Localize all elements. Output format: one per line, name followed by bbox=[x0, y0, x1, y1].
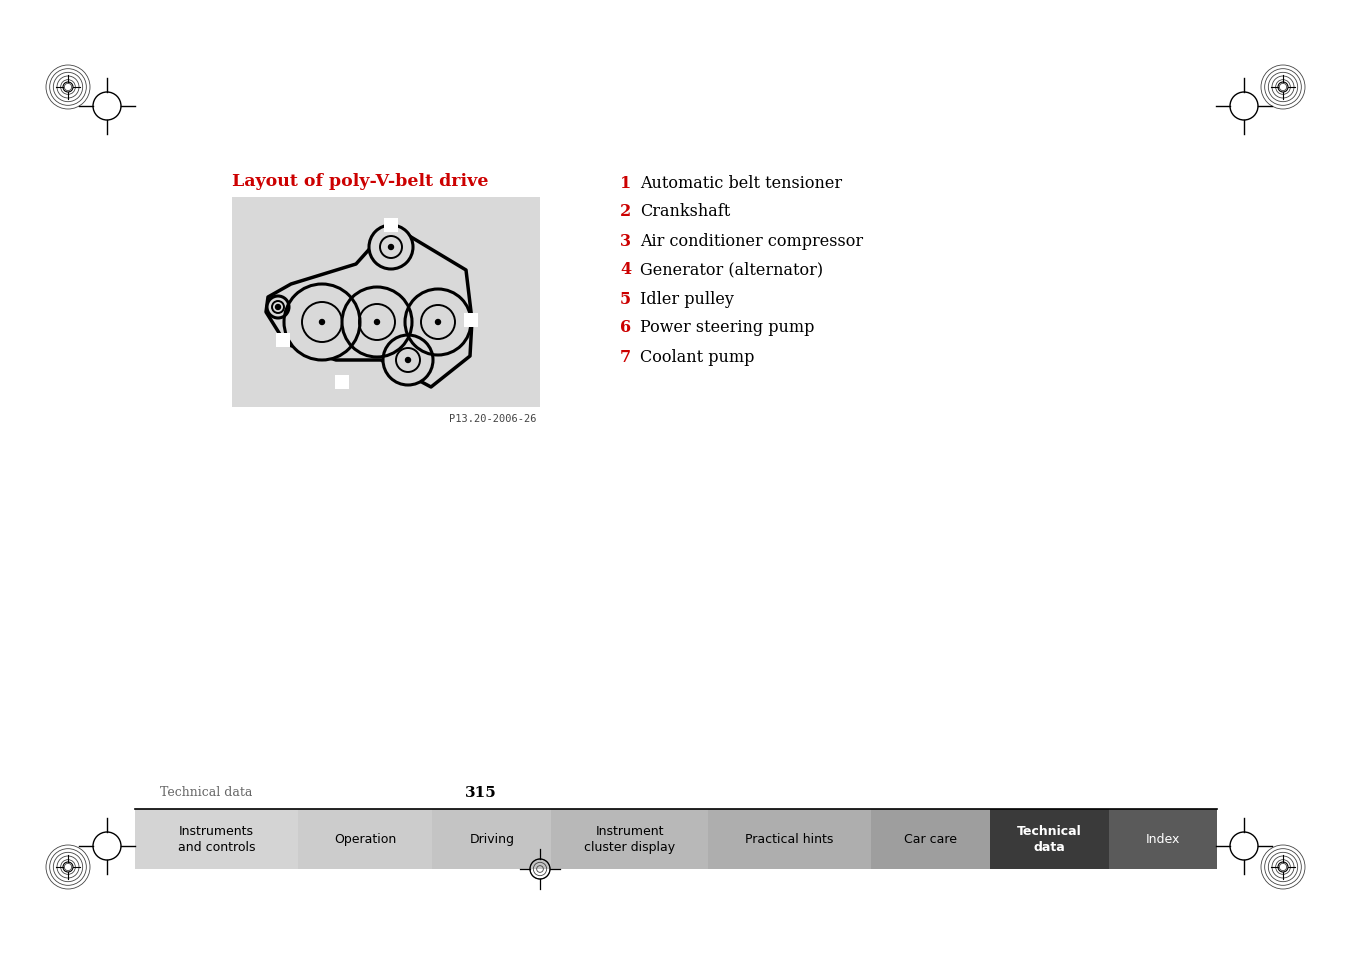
Text: 7: 7 bbox=[620, 348, 631, 365]
Text: Technical data: Technical data bbox=[159, 785, 253, 799]
Text: 3: 3 bbox=[620, 233, 631, 250]
Text: Idler pulley: Idler pulley bbox=[640, 291, 734, 307]
Text: Technical
data: Technical data bbox=[1017, 824, 1082, 854]
Text: Generator (alternator): Generator (alternator) bbox=[640, 261, 823, 278]
Text: Operation: Operation bbox=[334, 833, 396, 845]
Text: Air conditioner compressor: Air conditioner compressor bbox=[640, 233, 863, 250]
Text: Car care: Car care bbox=[904, 833, 957, 845]
Circle shape bbox=[374, 320, 380, 325]
Bar bbox=[1109, 809, 1217, 869]
Text: Layout of poly-V-belt drive: Layout of poly-V-belt drive bbox=[232, 172, 489, 190]
Text: 6: 6 bbox=[620, 319, 631, 336]
Circle shape bbox=[276, 305, 281, 310]
Bar bbox=[708, 809, 871, 869]
Text: Crankshaft: Crankshaft bbox=[640, 203, 731, 220]
Circle shape bbox=[267, 296, 289, 318]
Text: Instrument
cluster display: Instrument cluster display bbox=[584, 824, 676, 854]
Text: Coolant pump: Coolant pump bbox=[640, 348, 754, 365]
Text: Power steering pump: Power steering pump bbox=[640, 319, 815, 336]
Text: 4: 4 bbox=[620, 261, 631, 278]
Circle shape bbox=[435, 320, 440, 325]
Bar bbox=[276, 334, 290, 348]
Bar bbox=[463, 314, 478, 328]
Circle shape bbox=[319, 320, 324, 325]
Circle shape bbox=[405, 290, 471, 355]
Circle shape bbox=[389, 245, 393, 251]
Bar bbox=[990, 809, 1109, 869]
Circle shape bbox=[369, 226, 413, 270]
Bar bbox=[432, 809, 551, 869]
Bar bbox=[871, 809, 990, 869]
Circle shape bbox=[405, 358, 411, 363]
Text: P13.20-2006-26: P13.20-2006-26 bbox=[450, 414, 536, 423]
Text: 315: 315 bbox=[465, 785, 497, 800]
Bar bbox=[232, 198, 540, 408]
Text: Automatic belt tensioner: Automatic belt tensioner bbox=[640, 174, 842, 192]
Text: Practical hints: Practical hints bbox=[746, 833, 834, 845]
Text: Driving: Driving bbox=[470, 833, 515, 845]
Bar bbox=[299, 809, 432, 869]
Bar bbox=[335, 375, 349, 390]
Text: Instruments
and controls: Instruments and controls bbox=[178, 824, 255, 854]
Circle shape bbox=[284, 285, 359, 360]
Circle shape bbox=[342, 288, 412, 357]
Text: 1: 1 bbox=[620, 174, 631, 192]
Circle shape bbox=[382, 335, 434, 386]
Text: Index: Index bbox=[1146, 833, 1181, 845]
Bar bbox=[135, 809, 299, 869]
Bar bbox=[551, 809, 708, 869]
Text: 2: 2 bbox=[620, 203, 631, 220]
Text: 5: 5 bbox=[620, 291, 631, 307]
Bar bbox=[384, 219, 399, 233]
